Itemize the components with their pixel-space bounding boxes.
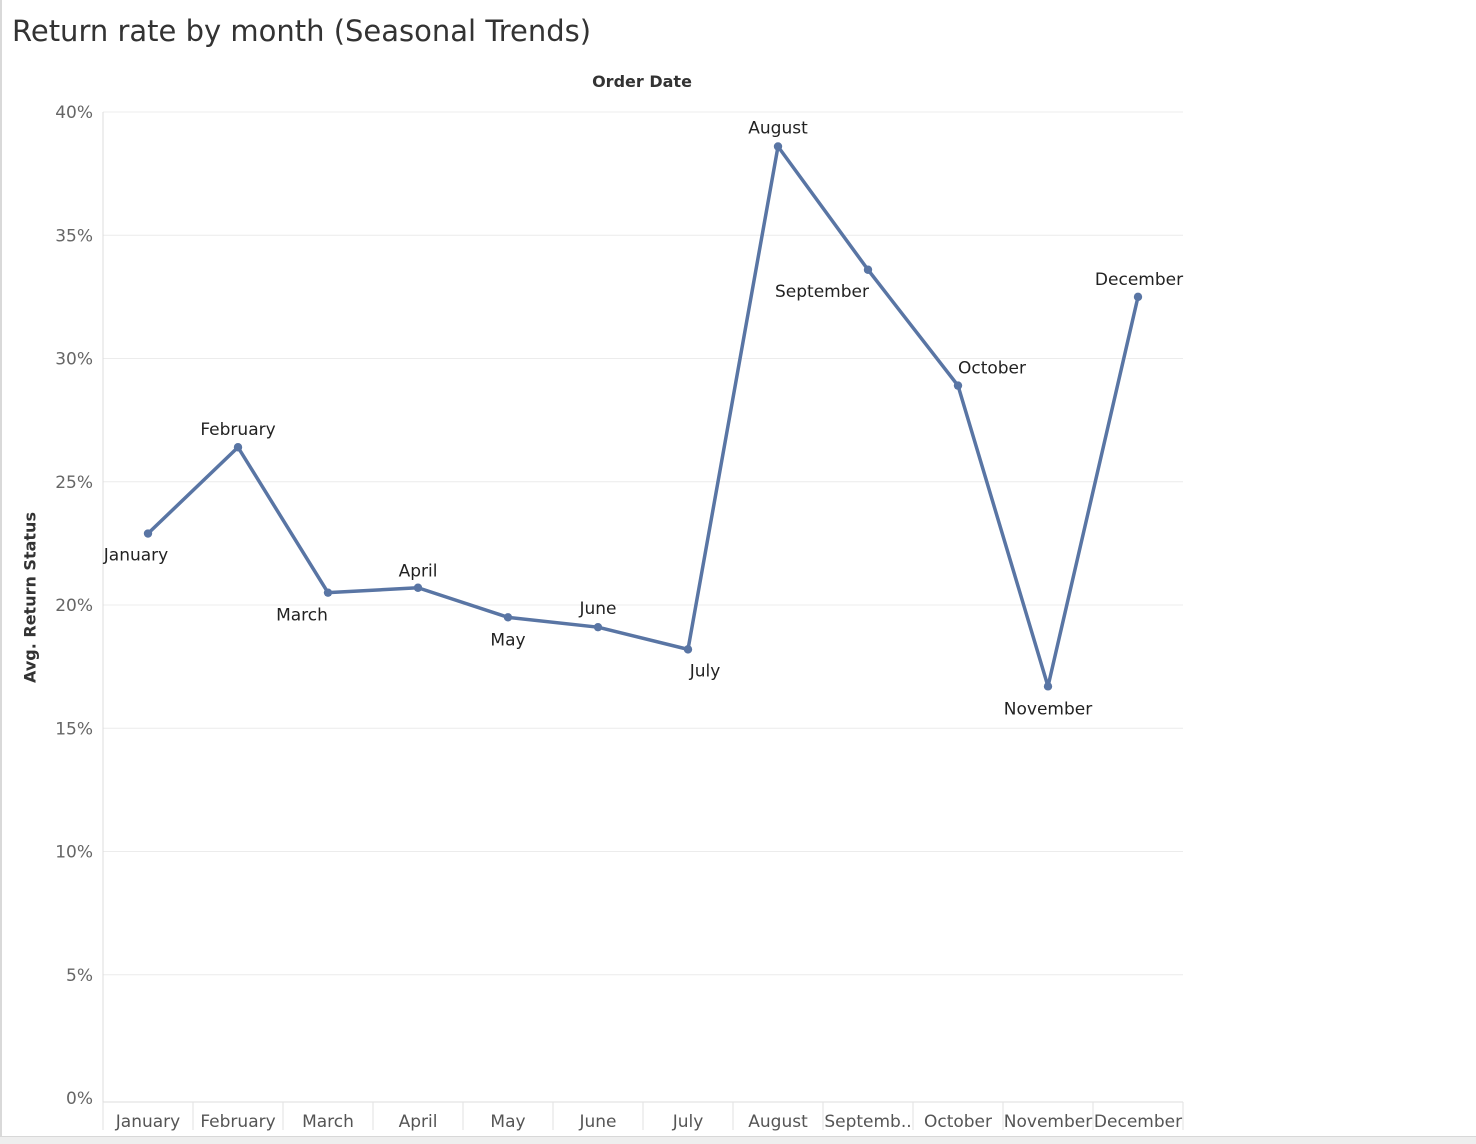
data-label: May [490, 630, 525, 650]
y-tick-labels: 0% 5% 10% 15% 20% 25% 30% 35% 40% [55, 103, 93, 1109]
data-label: December [1095, 270, 1183, 290]
chart-title: Return rate by month (Seasonal Trends) [12, 14, 592, 48]
y-tick-label: 35% [55, 226, 93, 246]
data-point[interactable] [323, 588, 333, 597]
data-point[interactable] [953, 381, 963, 390]
x-tick-label: July [672, 1112, 704, 1132]
data-label: July [689, 661, 721, 681]
x-tick-label: August [748, 1112, 808, 1132]
y-tick-label: 25% [55, 473, 93, 493]
data-labels: January February March April May June July Augu… [103, 119, 1183, 720]
data-point[interactable] [233, 443, 243, 452]
y-tick-label: 40% [55, 103, 93, 123]
data-point[interactable] [143, 529, 153, 538]
axes [102, 112, 1184, 1130]
x-tick-label: February [200, 1112, 275, 1132]
data-point[interactable] [413, 583, 423, 592]
y-tick-label: 0% [66, 1089, 93, 1109]
data-point[interactable] [1043, 682, 1053, 691]
x-tick-label: October [924, 1112, 992, 1132]
data-label: October [958, 359, 1026, 379]
data-point[interactable] [863, 265, 873, 274]
data-point[interactable] [683, 645, 693, 654]
data-point[interactable] [503, 613, 513, 622]
data-label: September [775, 282, 869, 302]
x-tick-label: November [1004, 1112, 1092, 1132]
data-label: March [276, 606, 328, 626]
bottom-scroll-strip [0, 1136, 1476, 1144]
data-label: August [748, 119, 808, 139]
data-label: November [1004, 699, 1092, 719]
data-label: June [578, 599, 616, 619]
x-tick-label: March [302, 1112, 354, 1132]
y-tick-label: 15% [55, 719, 93, 739]
data-point[interactable] [773, 142, 783, 151]
grid-lines [103, 111, 1183, 976]
series-lines [146, 144, 1140, 689]
x-tick-label: January [115, 1112, 180, 1132]
x-tick-label: June [578, 1112, 616, 1132]
x-tick-labels: January February March April May June July Augu… [115, 1112, 1182, 1132]
x-tick-label: April [399, 1112, 438, 1132]
data-point[interactable] [593, 622, 603, 632]
x-tick-label: December [1094, 1112, 1182, 1132]
data-label: April [399, 562, 438, 582]
x-tick-label: May [490, 1112, 525, 1132]
y-tick-label: 10% [55, 843, 93, 863]
series-line [146, 144, 1140, 689]
y-tick-label: 5% [66, 966, 93, 986]
x-axis-header: Order Date [592, 72, 692, 91]
y-tick-label: 30% [55, 350, 93, 370]
data-label: January [103, 546, 168, 566]
series-points [143, 142, 1143, 691]
x-tick-label: Septemb.. [824, 1112, 911, 1132]
data-point[interactable] [1133, 292, 1143, 302]
data-label: February [200, 420, 275, 440]
y-tick-label: 20% [55, 596, 93, 616]
